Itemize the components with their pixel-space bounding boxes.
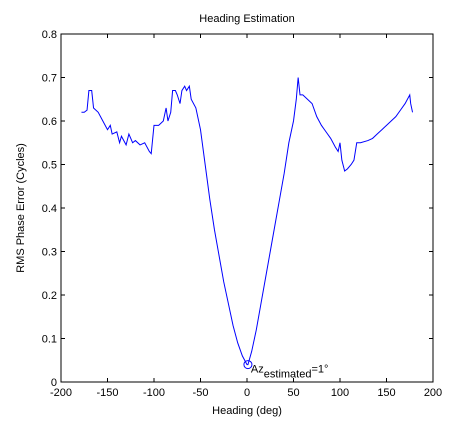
y-tick-label: 0.7 [42,73,57,85]
chart-title: Heading Estimation [199,13,294,25]
annotation: Azestimated=1° [251,364,329,381]
x-tick-label: -150 [96,387,118,399]
y-tick-label: 0 [51,377,57,389]
annotation-suffix: =1° [311,364,328,376]
x-tick-label: 200 [424,387,442,399]
x-tick-label: 50 [287,387,299,399]
x-tick-label: 100 [331,387,349,399]
y-tick-label: 0.8 [42,29,57,41]
y-tick-label: 0.2 [42,290,57,302]
y-tick-label: 0.5 [42,160,57,172]
y-tick-label: 0.1 [42,334,57,346]
estimate-marker [243,360,253,370]
y-tick-label: 0.4 [42,203,57,215]
data-line [81,77,414,366]
annotation-text: Az [251,364,264,376]
x-axis-label: Heading (deg) [212,405,282,417]
x-tick-label: 150 [377,387,395,399]
annotation-subscript: estimated [264,369,312,381]
y-axis-label: RMS Phase Error (Cycles) [15,143,27,273]
x-tick-label: -50 [193,387,209,399]
y-tick-label: 0.6 [42,116,57,128]
y-tick-label: 0.3 [42,247,57,259]
x-tick-label: -200 [50,387,72,399]
x-tick-label: 0 [244,387,250,399]
plot-area [60,33,434,383]
x-tick-label: -100 [143,387,165,399]
